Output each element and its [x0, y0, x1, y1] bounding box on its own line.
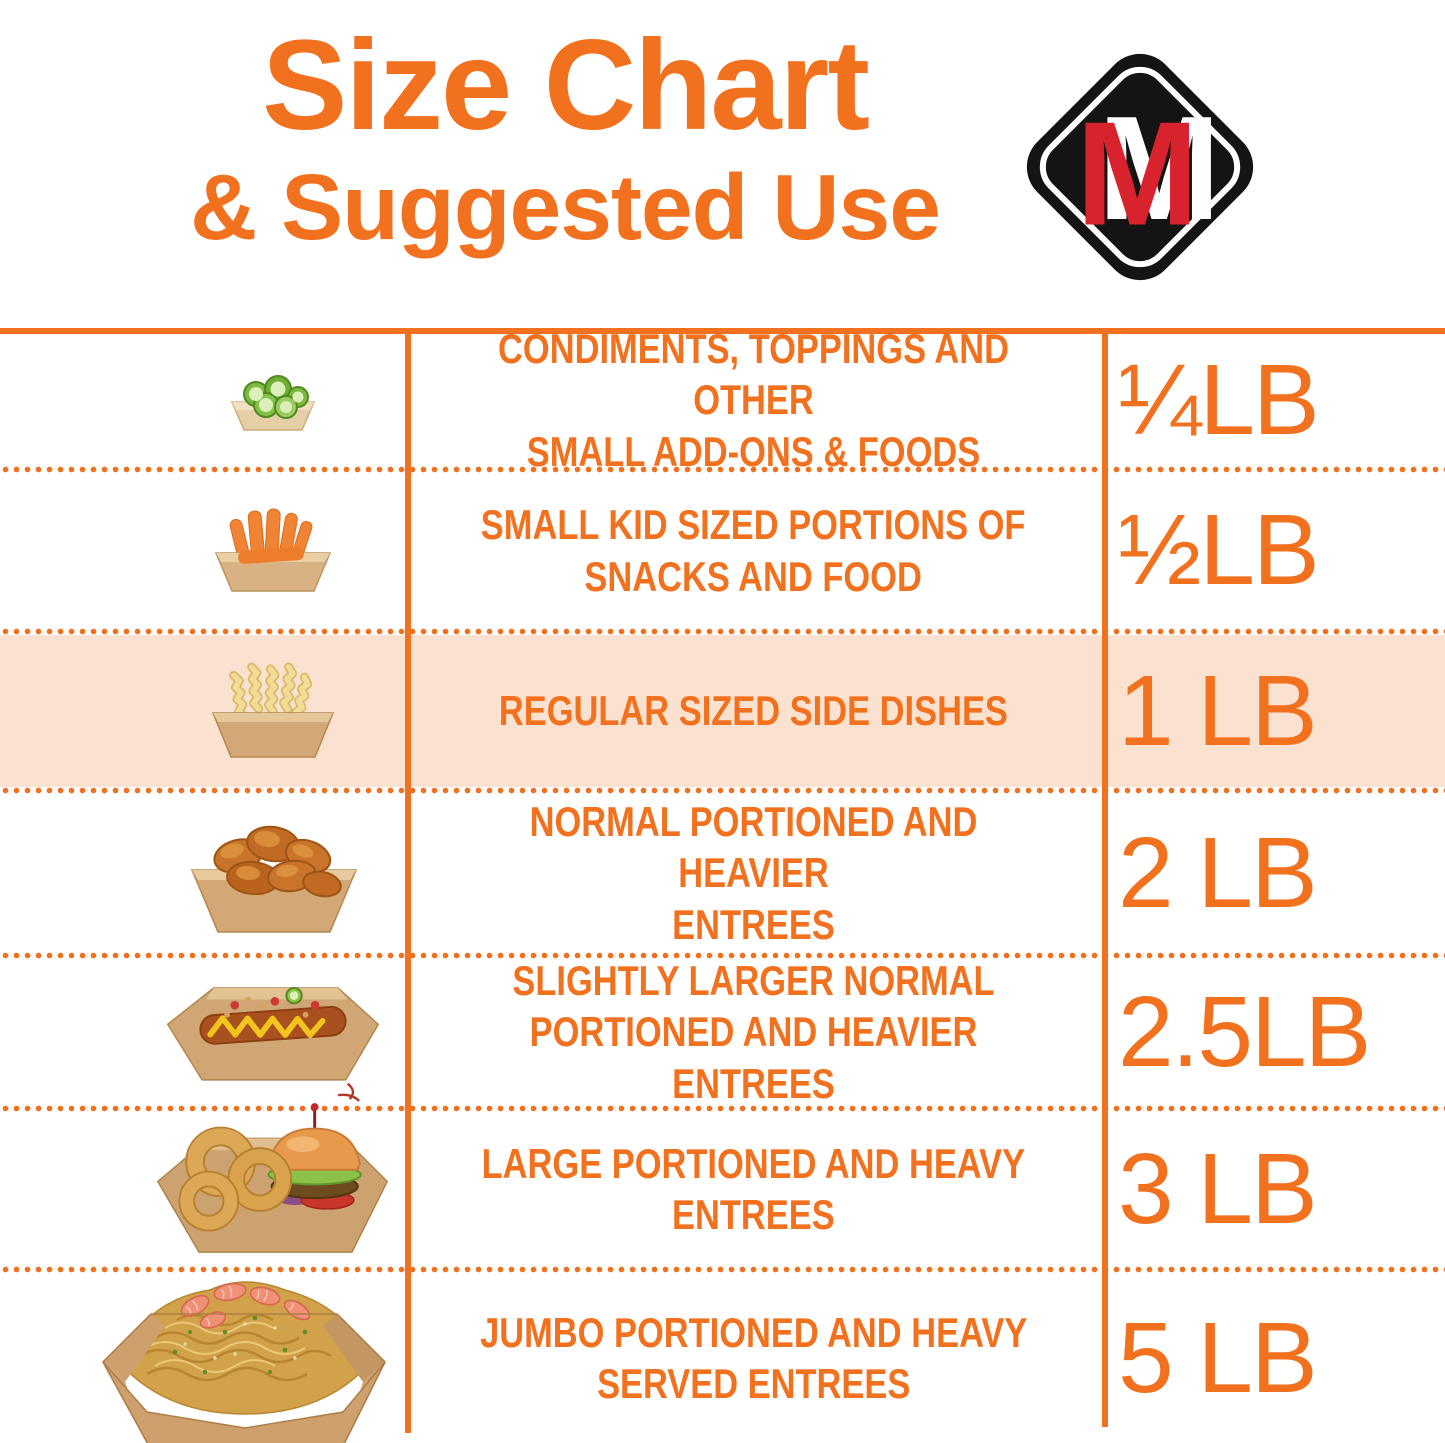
dotted-separator: [0, 1266, 1445, 1273]
row-size-label: 1 LB: [1118, 654, 1318, 767]
mm-diamond-logo-icon: M M: [1026, 53, 1254, 281]
row-size-label: ¼LB: [1118, 343, 1320, 456]
description-cell: NORMAL PORTIONED AND HEAVIER ENTREES: [405, 794, 1102, 952]
brand-logo: M M: [1003, 30, 1277, 304]
row-size-label: 2.5LB: [1118, 975, 1371, 1088]
table-row-half-lb: SMALL KID SIZED PORTIONS OF SNACKS AND F…: [0, 473, 1445, 628]
table-top-border: [0, 328, 1445, 334]
row-description: JUMBO PORTIONED AND HEAVY SERVED ENTREES: [479, 1308, 1028, 1407]
food-image-cell: [0, 1102, 405, 1266]
size-cell: 3 LB: [1102, 1112, 1445, 1266]
noodles-shrimp-tray-image: [102, 1281, 386, 1443]
row-size-label: 3 LB: [1118, 1132, 1318, 1245]
size-cell: ½LB: [1102, 473, 1445, 628]
row-size-label: ½LB: [1118, 494, 1320, 606]
row-description: SLIGHTLY LARGER NORMAL PORTIONED AND HEA…: [512, 957, 995, 1107]
loaded-hot-dog-tray-image: [166, 987, 380, 1102]
food-image-cell: [0, 1273, 405, 1443]
description-cell: SLIGHTLY LARGER NORMAL PORTIONED AND HEA…: [405, 957, 1102, 1106]
description-cell: LARGE PORTIONED AND HEAVY ENTREES: [405, 1112, 1102, 1266]
row-description: CONDIMENTS, TOPPINGS AND OTHER SMALL ADD…: [498, 325, 1009, 475]
food-image-cell: [0, 794, 405, 952]
food-image-cell: [0, 959, 405, 1105]
dotted-separator: [0, 787, 1445, 794]
table-row-five-lb: JUMBO PORTIONED AND HEAVY SERVED ENTREES…: [0, 1273, 1445, 1443]
description-cell: REGULAR SIZED SIDE DISHES: [405, 635, 1102, 787]
size-cell: 2 LB: [1102, 794, 1445, 952]
svg-text:M: M: [1098, 86, 1221, 251]
page-title: Size Chart: [262, 14, 870, 157]
row-description: SMALL KID SIZED PORTIONS OF SNACKS AND F…: [481, 501, 1026, 600]
burger-onion-rings-tray-image: [156, 1102, 388, 1253]
food-image-cell: [0, 473, 405, 628]
page-subtitle: & Suggested Use: [190, 154, 941, 259]
size-table: CONDIMENTS, TOPPINGS AND OTHER SMALL ADD…: [0, 325, 1445, 1443]
svg-text:M: M: [1076, 92, 1199, 257]
header: Size Chart & Suggested Use M M: [0, 0, 1445, 328]
dotted-separator: [0, 952, 1445, 959]
chicken-wings-tray-image: [190, 825, 357, 933]
crinkle-fries-tray-image: [211, 662, 334, 758]
dotted-separator: [0, 628, 1445, 635]
row-description: LARGE PORTIONED AND HEAVY ENTREES: [481, 1139, 1026, 1238]
row-description: NORMAL PORTIONED AND HEAVIER ENTREES: [529, 798, 978, 948]
baby-carrots-tray-image: [214, 508, 331, 592]
description-cell: CONDIMENTS, TOPPINGS AND OTHER SMALL ADD…: [405, 325, 1102, 474]
table-row-quarter-lb: CONDIMENTS, TOPPINGS AND OTHER SMALL ADD…: [0, 325, 1445, 475]
table-row-two-point-five-lb: SLIGHTLY LARGER NORMAL PORTIONED AND HEA…: [0, 957, 1445, 1107]
title-block: Size Chart & Suggested Use: [75, 14, 1055, 259]
table-row-three-lb: LARGE PORTIONED AND HEAVY ENTREES 3 LB: [0, 1102, 1445, 1266]
description-cell: JUMBO PORTIONED AND HEAVY SERVED ENTREES: [405, 1273, 1102, 1443]
row-size-label: 2 LB: [1118, 816, 1318, 929]
description-cell: SMALL KID SIZED PORTIONS OF SNACKS AND F…: [405, 473, 1102, 628]
size-cell: 5 LB: [1102, 1273, 1445, 1443]
size-cell: ¼LB: [1102, 334, 1445, 466]
dotted-separator: [0, 1105, 1445, 1112]
row-description: REGULAR SIZED SIDE DISHES: [498, 687, 1009, 735]
food-image-cell: [0, 635, 405, 787]
column-divider-right: [1102, 328, 1108, 1427]
size-cell: 2.5LB: [1102, 959, 1445, 1105]
food-image-cell: [0, 334, 405, 466]
dotted-separator: [0, 466, 1445, 473]
column-divider-left: [405, 328, 411, 1433]
row-size-label: 5 LB: [1118, 1301, 1318, 1414]
cucumber-slices-tray-image: [230, 375, 315, 431]
size-cell: 1 LB: [1102, 635, 1445, 787]
table-row-two-lb: NORMAL PORTIONED AND HEAVIER ENTREES 2 L…: [0, 794, 1445, 952]
table-row-one-lb-highlighted: REGULAR SIZED SIDE DISHES 1 LB: [0, 635, 1445, 787]
